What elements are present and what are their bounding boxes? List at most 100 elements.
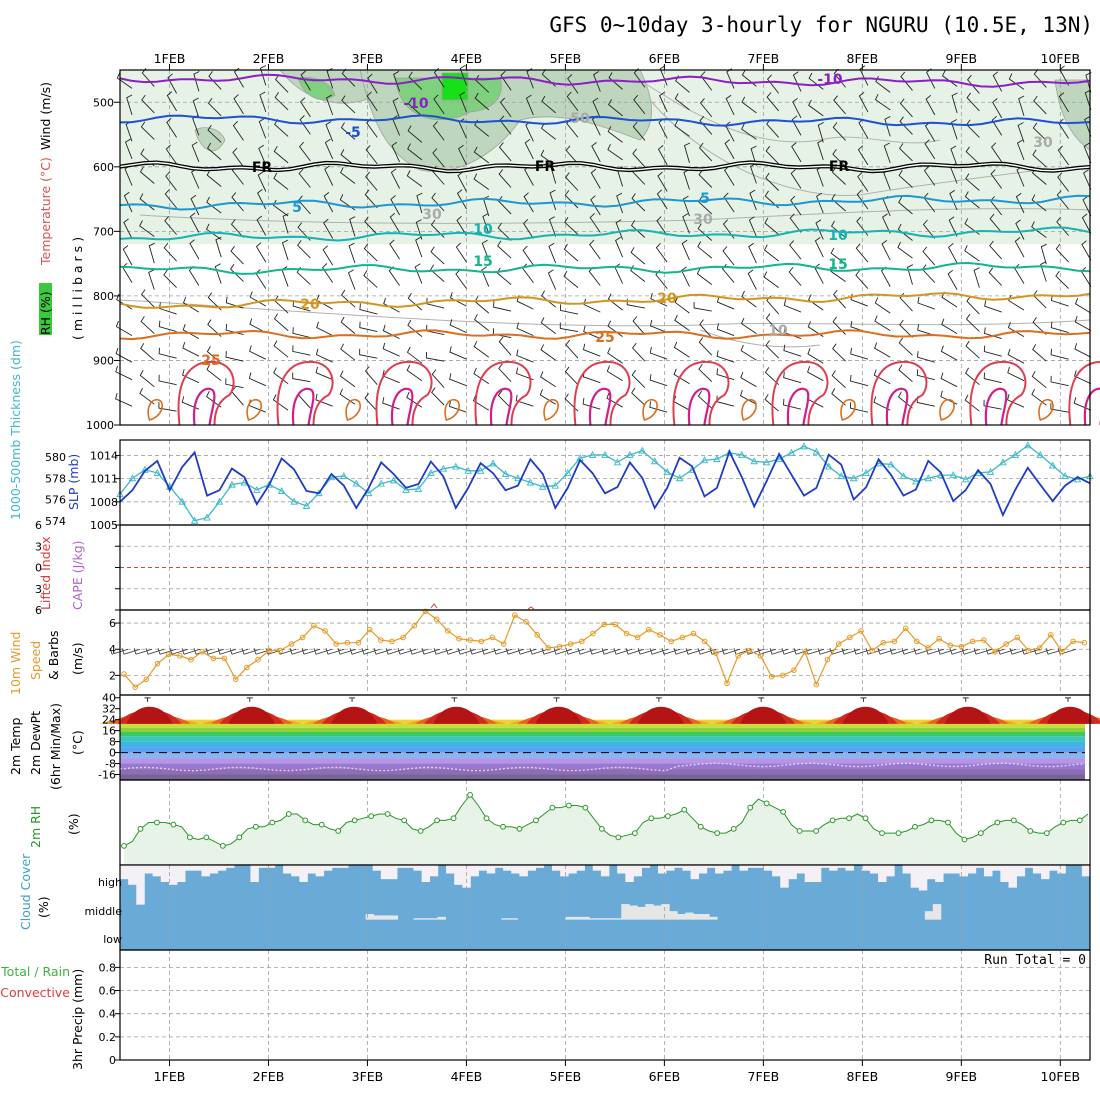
date-label-top: 5FEB — [550, 51, 582, 66]
wind-barb — [430, 246, 445, 265]
wind-barb — [583, 325, 601, 340]
wind-barb — [917, 324, 935, 337]
wind-barb — [693, 302, 712, 312]
wind-barb — [698, 363, 713, 383]
wind-barb — [917, 351, 935, 363]
rh-2m-point — [763, 800, 770, 807]
wind-barb — [124, 138, 133, 160]
wind-barb — [941, 70, 958, 87]
rh-2m-point — [780, 808, 787, 815]
wind-speed-point — [757, 652, 764, 659]
wind-barb — [1032, 344, 1047, 362]
surface-wind-barb — [289, 648, 309, 655]
temperature-contour — [119, 114, 1091, 127]
wind-speed-point — [355, 639, 362, 646]
cloud-gap-high — [1057, 865, 1066, 874]
rh-2m-point — [714, 830, 721, 837]
wind-speed-point — [534, 632, 540, 638]
wind-barb — [166, 91, 177, 112]
cloud-level-high: high — [98, 876, 122, 889]
thickness-point — [1061, 472, 1069, 480]
contour-label: 20 — [300, 297, 320, 313]
wind-speed-point — [824, 656, 831, 663]
wind-barb — [856, 216, 869, 236]
date-label-top: 9FEB — [946, 51, 978, 66]
wind-barb — [482, 213, 490, 234]
cloud-gap-high — [209, 865, 219, 874]
surface-contour — [147, 398, 163, 421]
wind-barb — [922, 246, 936, 266]
cloud-gap-high — [470, 865, 479, 877]
cloud-gap-high — [160, 865, 170, 882]
temperature-band — [120, 741, 1085, 748]
wind-barb — [565, 339, 579, 359]
wind-speed-point — [255, 656, 261, 663]
rh-2m-line — [123, 794, 1089, 847]
wind-barb — [740, 344, 757, 361]
surface-wind-barb — [721, 648, 741, 655]
wind-barb — [167, 73, 177, 94]
wind-barb — [123, 191, 133, 213]
wind-barb — [683, 142, 691, 164]
lifted-index-tick-label: 6 — [35, 519, 42, 532]
cloud-gap-middle — [373, 915, 383, 920]
wind-speed-point — [992, 649, 998, 655]
thickness-point — [153, 468, 162, 476]
wind-barb — [359, 321, 378, 333]
wind-barb — [541, 290, 556, 308]
cloud-gap-middle — [629, 905, 638, 920]
wind-barb — [900, 71, 913, 91]
wind-barb — [875, 75, 891, 93]
wind-barb — [1081, 240, 1092, 261]
date-label-top: 1FEB — [154, 51, 186, 66]
wind-barb — [615, 219, 624, 240]
thickness-tick-label: 576 — [45, 494, 66, 507]
wind-barb — [898, 364, 913, 383]
cloud-gap-high — [1081, 865, 1091, 877]
wind-barb — [925, 94, 936, 116]
thickness-point — [340, 472, 348, 480]
wind-barb — [607, 293, 623, 311]
wind-barb — [984, 327, 1002, 340]
wind-barb — [631, 193, 646, 212]
precip-tick-label: 0 — [109, 1054, 116, 1067]
wind-barb — [967, 74, 980, 94]
surface-wind-barb — [133, 648, 153, 655]
wind-barb — [497, 240, 512, 259]
wind-barb — [850, 374, 869, 387]
temperature-hump — [1047, 706, 1094, 724]
wind-barb — [565, 145, 579, 165]
wind-barb — [365, 171, 378, 191]
wind-barb — [698, 142, 713, 162]
wind-barb — [790, 195, 802, 216]
wind-barb — [583, 298, 601, 313]
rh-2m-point — [994, 819, 1001, 826]
upper-air-frame — [119, 69, 1091, 426]
wind-barb — [1015, 192, 1025, 214]
wind-barb — [899, 116, 913, 135]
cloud-gap-middle — [653, 905, 662, 920]
wind-barb — [340, 167, 356, 184]
wind-barb — [540, 317, 556, 334]
wind-barb — [259, 91, 267, 113]
rh-2m-point — [302, 817, 309, 824]
wind-barb — [324, 165, 334, 186]
rh-2m-point — [351, 817, 358, 824]
wind-speed-point — [500, 641, 507, 647]
upper-air-ylabel: RH (%) Temperature (°C) Wind (m/s) (mill… — [38, 82, 85, 340]
wind-barb — [858, 91, 869, 113]
date-label-bottom: 3FEB — [352, 1069, 384, 1084]
cloud-gap-high — [959, 865, 969, 877]
pressure-tick-label: 600 — [93, 161, 114, 174]
cloud-gap-high — [177, 865, 186, 882]
wind-speed-point — [154, 660, 161, 667]
wind-barb — [990, 169, 1003, 189]
wind-barb — [415, 236, 423, 258]
thickness-point — [762, 458, 771, 466]
wind-barb — [298, 168, 311, 188]
thickness-point — [439, 464, 448, 472]
pressure-tick-label: 800 — [93, 290, 114, 303]
contour-label: 20 — [657, 291, 677, 307]
wind-barb — [407, 319, 423, 337]
wind-speed-point — [601, 621, 607, 628]
